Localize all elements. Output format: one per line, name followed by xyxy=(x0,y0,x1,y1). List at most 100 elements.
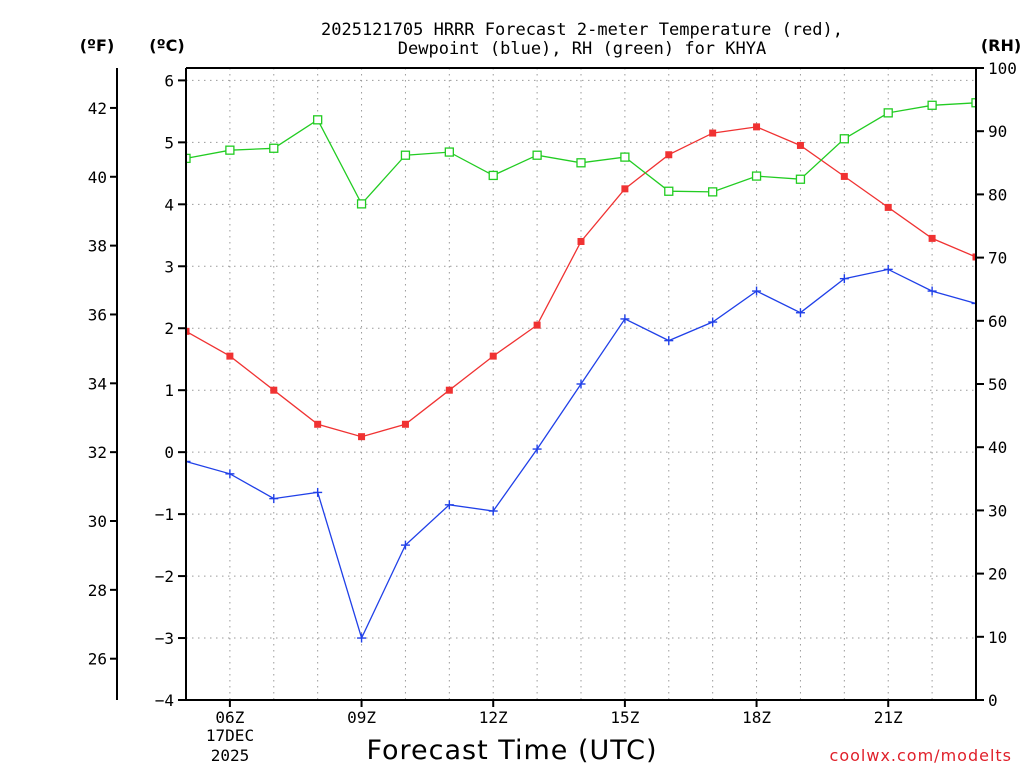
temperature-point xyxy=(577,237,585,245)
rh-point xyxy=(225,145,235,155)
rh-tick-label: 10 xyxy=(988,628,1007,647)
temperature-point xyxy=(709,129,717,137)
series-rh xyxy=(185,98,977,209)
dewpoint-point xyxy=(927,286,937,296)
celsius-tick-label: −2 xyxy=(155,567,174,586)
temperature-point xyxy=(226,352,234,360)
celsius-tick-label: −4 xyxy=(155,691,174,710)
date-label-day: 17DEC xyxy=(206,726,254,745)
rh-tick-label: 70 xyxy=(988,249,1007,268)
rh-tick-label: 0 xyxy=(988,691,998,710)
rh-point xyxy=(488,170,498,181)
dewpoint-point xyxy=(620,314,630,324)
temperature-point xyxy=(928,234,936,242)
dewpoint-point xyxy=(269,494,279,504)
axis-ticks: 06Z 09Z 12Z 15Z 18Z 21Z−4−3−2−101234562628303… xyxy=(88,59,1017,727)
temperature-point xyxy=(621,185,629,193)
x-tick-label: 18Z xyxy=(742,708,771,727)
temperature-point xyxy=(358,433,366,441)
dewpoint-point xyxy=(708,317,718,327)
temperature-point xyxy=(533,321,541,329)
celsius-tick-label: −3 xyxy=(155,629,174,648)
x-tick-label: 06Z xyxy=(215,708,244,727)
celsius-tick-label: 4 xyxy=(164,195,174,214)
rh-point xyxy=(356,199,367,209)
rh-point xyxy=(269,143,279,153)
fahrenheit-tick-label: 42 xyxy=(88,99,107,118)
rh-tick-label: 100 xyxy=(988,59,1017,78)
rh-axis-label: (RH) xyxy=(981,36,1021,55)
temperature-point xyxy=(840,172,848,180)
rh-tick-label: 90 xyxy=(988,122,1007,141)
celsius-axis-label: (ºC) xyxy=(149,36,184,55)
fahrenheit-axis-label: (ºF) xyxy=(80,36,115,55)
temperature-point xyxy=(185,327,190,335)
dewpoint-point xyxy=(400,540,410,550)
rh-point xyxy=(927,100,937,110)
rh-tick-label: 30 xyxy=(988,501,1007,520)
rh-point xyxy=(883,108,893,118)
temperature-point xyxy=(972,253,977,261)
celsius-tick-label: −1 xyxy=(155,505,174,524)
dewpoint-point xyxy=(839,274,849,284)
temperature-point xyxy=(489,352,497,360)
temperature-point xyxy=(665,151,673,159)
dewpoint-point xyxy=(357,633,367,643)
celsius-tick-label: 6 xyxy=(164,71,174,90)
fahrenheit-tick-label: 30 xyxy=(88,512,107,531)
chart-title-line-2: Dewpoint (blue), RH (green) for KHYA xyxy=(398,39,766,59)
date-label-year: 2025 xyxy=(211,746,250,765)
rh-tick-label: 20 xyxy=(988,565,1007,584)
celsius-tick-label: 2 xyxy=(164,319,174,338)
x-tick-label: 12Z xyxy=(479,708,508,727)
dewpoint-point xyxy=(313,487,323,497)
celsius-tick-label: 3 xyxy=(164,257,174,276)
dewpoint-point xyxy=(532,444,542,454)
fahrenheit-tick-label: 28 xyxy=(88,581,107,600)
rh-point xyxy=(313,115,323,125)
temperature-point xyxy=(314,420,322,428)
dewpoint-point xyxy=(225,469,235,479)
celsius-tick-label: 5 xyxy=(164,133,174,152)
dewpoint-point xyxy=(444,500,454,510)
fahrenheit-tick-label: 40 xyxy=(88,168,107,187)
fahrenheit-tick-label: 32 xyxy=(88,443,107,462)
chart-title-line-1: 2025121705 HRRR Forecast 2-meter Tempera… xyxy=(321,20,843,40)
temperature-point xyxy=(884,203,892,211)
temperature-point xyxy=(753,123,761,131)
dewpoint-point xyxy=(488,506,498,516)
temperature-point xyxy=(401,420,409,428)
dewpoint-point xyxy=(795,308,805,318)
fahrenheit-tick-label: 36 xyxy=(88,305,107,324)
dewpoint-point xyxy=(576,379,586,389)
fahrenheit-tick-label: 26 xyxy=(88,650,107,669)
x-tick-label: 21Z xyxy=(874,708,903,727)
rh-point xyxy=(620,152,630,162)
x-tick-label: 15Z xyxy=(610,708,639,727)
rh-point xyxy=(444,147,454,157)
dewpoint-point xyxy=(883,264,893,274)
celsius-tick-label: 1 xyxy=(164,381,174,400)
celsius-tick-label: 0 xyxy=(164,443,174,462)
series-temperature xyxy=(185,123,977,441)
x-tick-label: 09Z xyxy=(347,708,376,727)
dewpoint-point xyxy=(664,336,674,346)
x-axis-title: Forecast Time (UTC) xyxy=(366,735,657,766)
rh-point xyxy=(532,150,542,160)
rh-point xyxy=(795,174,806,184)
rh-point xyxy=(839,134,849,144)
source-credit: coolwx.com/modelts xyxy=(830,746,1012,765)
temperature-point xyxy=(445,386,453,394)
rh-tick-label: 50 xyxy=(988,375,1007,394)
rh-point xyxy=(664,186,674,196)
rh-point xyxy=(751,171,762,181)
rh-point xyxy=(576,158,586,168)
rh-tick-label: 60 xyxy=(988,312,1007,331)
fahrenheit-tick-label: 38 xyxy=(88,237,107,256)
rh-tick-label: 40 xyxy=(988,438,1007,457)
fahrenheit-tick-label: 34 xyxy=(88,374,107,393)
dewpoint-point xyxy=(752,286,762,296)
rh-point xyxy=(400,150,411,160)
temperature-point xyxy=(270,386,278,394)
